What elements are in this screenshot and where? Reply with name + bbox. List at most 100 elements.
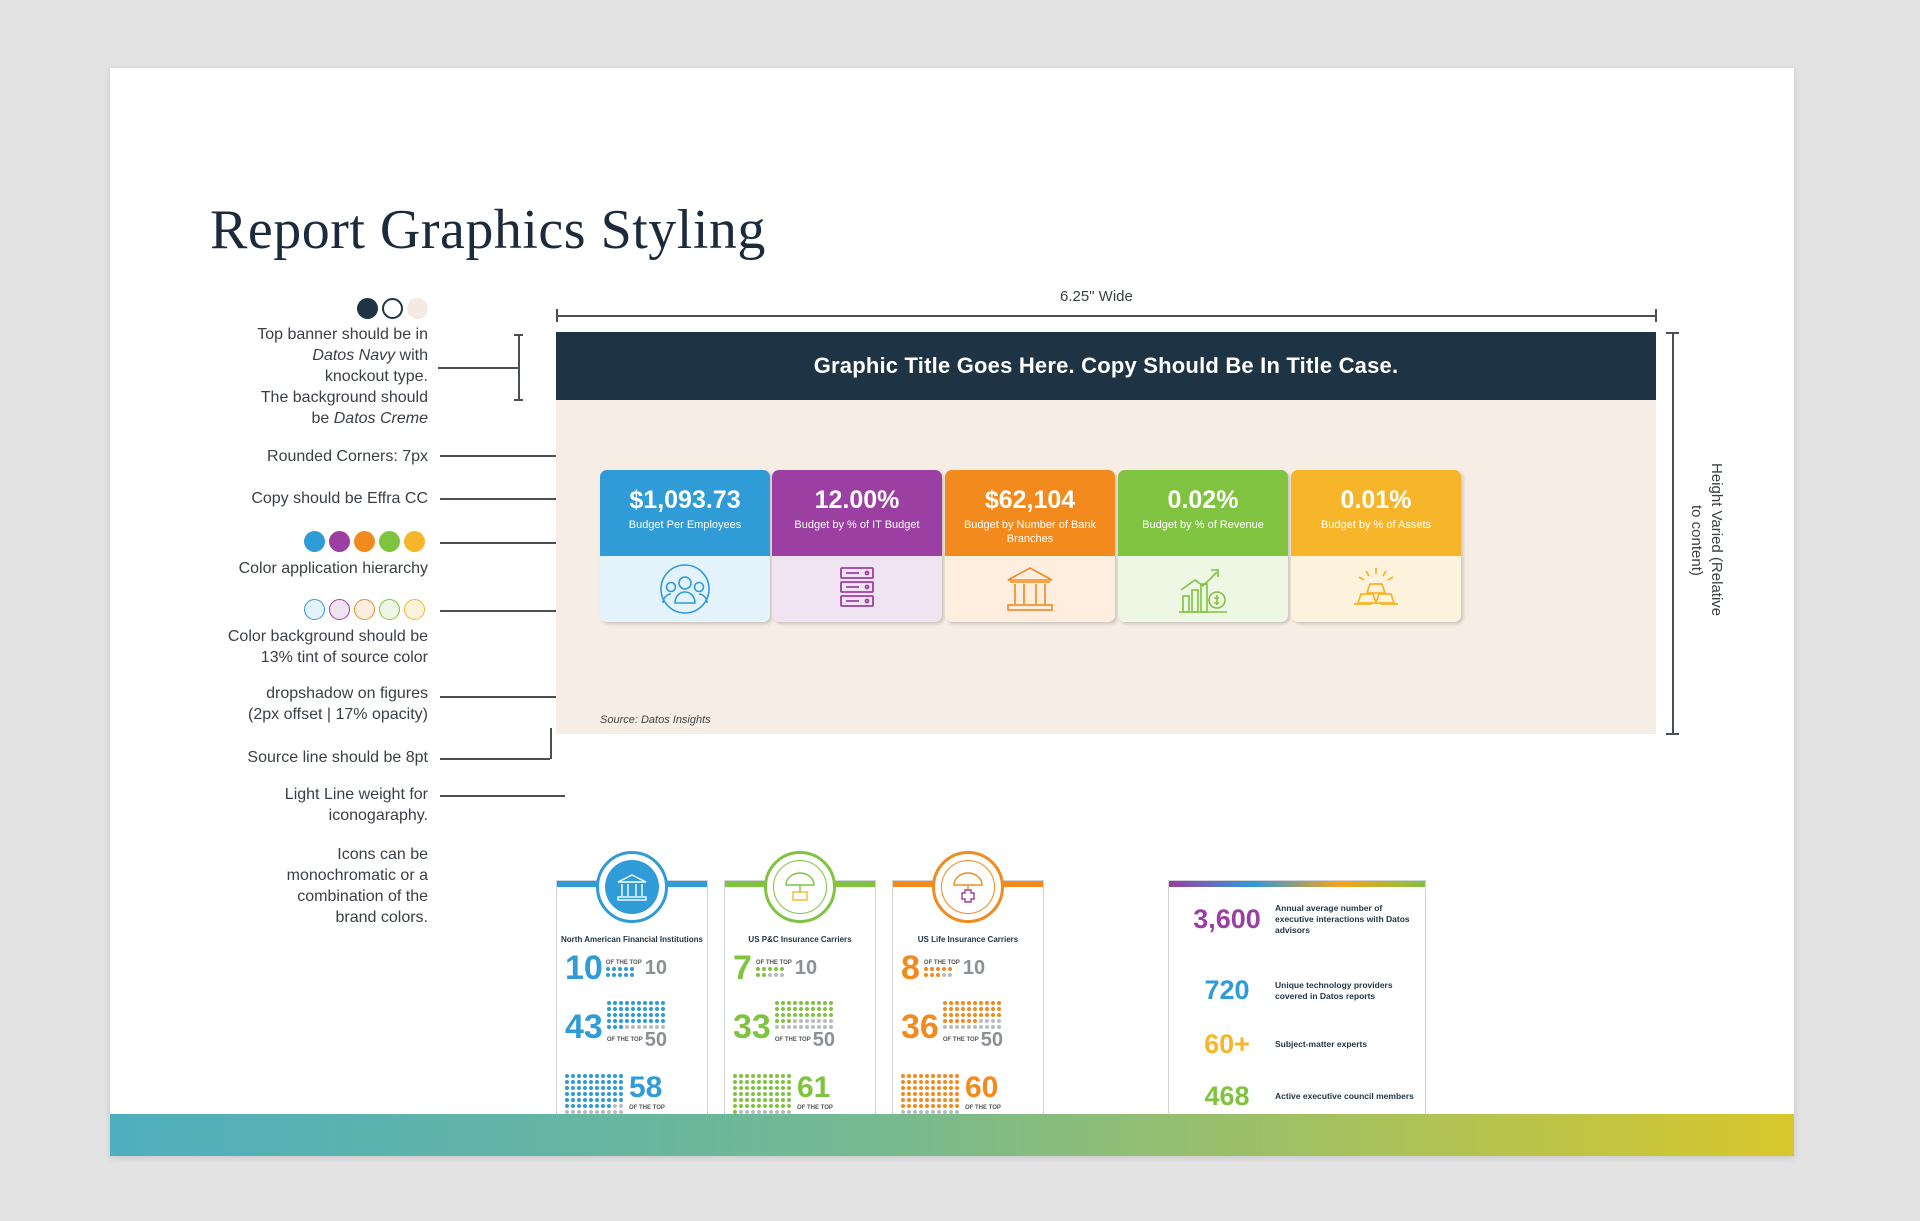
dot-mark	[577, 1080, 581, 1084]
orange-tint-swatch	[354, 599, 375, 620]
card-label: Budget by % of Assets	[1320, 519, 1432, 531]
dot-mark	[786, 1013, 791, 1017]
dot-mark	[919, 1092, 923, 1096]
dot-mark	[571, 1110, 575, 1114]
dot-mark	[642, 1019, 647, 1023]
fact-text: Subject-matter experts	[1275, 1039, 1368, 1049]
dot-mark	[949, 1080, 953, 1084]
dot-mark	[617, 966, 622, 971]
example-card: US Life Insurance Carriers 8 OF THE TOP …	[892, 851, 1044, 1144]
stat-detail: OF THE TOP 50	[942, 1001, 1003, 1052]
dot-mark	[978, 1013, 983, 1017]
width-dimension-cap	[556, 309, 558, 322]
tint-note-line: Color background should be	[227, 628, 428, 645]
stat-total: 10	[962, 956, 986, 979]
dot-mark	[654, 1019, 659, 1023]
dot-mark	[786, 1001, 791, 1005]
dot-mark	[642, 1025, 647, 1029]
dot-mark	[996, 1013, 1001, 1017]
umbrella-health-icon	[953, 872, 983, 903]
dot-mark	[565, 1086, 569, 1090]
dot-mark	[745, 1110, 749, 1114]
dot-mark	[757, 1110, 761, 1114]
dot-mark	[781, 1074, 785, 1078]
dot-mark	[595, 1098, 599, 1102]
dot-mark	[606, 1019, 611, 1023]
dot-mark	[636, 1013, 641, 1017]
dot-mark	[565, 1110, 569, 1114]
dot-mark	[942, 1013, 947, 1017]
dot-mark	[733, 1074, 737, 1078]
dot-mark	[571, 1074, 575, 1078]
stat-row: 43 OF THE TOP 50	[565, 1001, 699, 1052]
dot-mark	[775, 1086, 779, 1090]
stat-of-the-top: OF THE TOP	[755, 959, 792, 966]
stat-total: 50	[812, 1029, 835, 1051]
example-icon-ring	[764, 851, 836, 923]
dot-mark	[613, 1110, 617, 1114]
dot-mark	[583, 1104, 587, 1108]
dot-mark	[761, 972, 766, 977]
dot-mark	[606, 1001, 611, 1005]
people-icon	[660, 564, 710, 614]
stat-detail: OF THE TOP	[923, 959, 960, 977]
banner-note-line: Datos Navy with	[110, 345, 428, 366]
dot-mark	[828, 1025, 833, 1029]
fact-row: 720 Unique technology providers covered …	[1179, 975, 1419, 1006]
dot-mark	[907, 1086, 911, 1090]
dot-mark	[565, 1104, 569, 1108]
dot-mark	[595, 1104, 599, 1108]
dot-mark	[948, 1007, 953, 1011]
navy-swatch	[357, 298, 378, 319]
dot-mark	[733, 1104, 737, 1108]
dot-mark	[606, 1013, 611, 1017]
dot-mark	[619, 1080, 623, 1084]
stat-of-the-top: OF THE TOP	[923, 959, 960, 966]
navy-creme-swatches	[357, 298, 428, 319]
example-card-title: North American Financial Institutions	[561, 935, 703, 944]
height-dimension-label: Height Varied (Relative to content)	[1688, 463, 1725, 617]
stat-detail: OF THE TOP 50	[606, 1001, 667, 1052]
dot-mark	[798, 1001, 803, 1005]
stat-value: 61	[797, 1071, 831, 1104]
dot-mark	[780, 1001, 785, 1005]
dot-mark	[751, 1098, 755, 1102]
blue-tint-swatch	[304, 599, 325, 620]
fact-text: Unique technology providers covered in D…	[1275, 979, 1393, 1001]
dot-mark	[733, 1098, 737, 1102]
footer-gradient-bar	[110, 1114, 1794, 1156]
dot-mark	[810, 1007, 815, 1011]
dot-mark	[787, 1080, 791, 1084]
dot-mark	[654, 1025, 659, 1029]
dot-mark	[779, 966, 784, 971]
dot-mark	[954, 1007, 959, 1011]
dot-mark	[565, 1092, 569, 1096]
dot-mark	[787, 1074, 791, 1078]
dot-mark	[745, 1104, 749, 1108]
dot-mark	[769, 1074, 773, 1078]
dropshadow-note: dropshadow on figures (2px offset | 17% …	[110, 683, 428, 725]
dot-mark	[774, 1001, 779, 1005]
width-dimension-line	[556, 315, 1656, 317]
banner-note-text: with	[395, 347, 428, 364]
graphic-panel: Graphic Title Goes Here. Copy Should Be …	[556, 332, 1656, 734]
card-header: $1,093.73 Budget Per Employees	[600, 470, 770, 556]
page-title: Report Graphics Styling	[210, 199, 766, 261]
banner-note-line: be Datos Creme	[110, 408, 429, 429]
icon-colors-note-line: monochromatic or a	[286, 867, 428, 884]
card-value: $1,093.73	[629, 486, 741, 514]
dot-mark	[648, 1007, 653, 1011]
stat-row: 33 OF THE TOP 50	[733, 1001, 867, 1052]
dot-mark	[648, 1001, 653, 1005]
dot-mark	[612, 1001, 617, 1005]
dot-mark	[595, 1080, 599, 1084]
stat-total-group: OF THE TOP 50	[943, 1029, 1003, 1052]
dot-mark	[913, 1110, 917, 1114]
dot-mark	[786, 1025, 791, 1029]
dot-mark	[943, 1098, 947, 1102]
annotation-line	[440, 758, 550, 760]
banner-note: Top banner should be in Datos Navy with …	[110, 324, 428, 429]
card-value: $62,104	[984, 486, 1076, 514]
dot-mark	[763, 1104, 767, 1108]
dot-mark	[624, 1025, 629, 1029]
